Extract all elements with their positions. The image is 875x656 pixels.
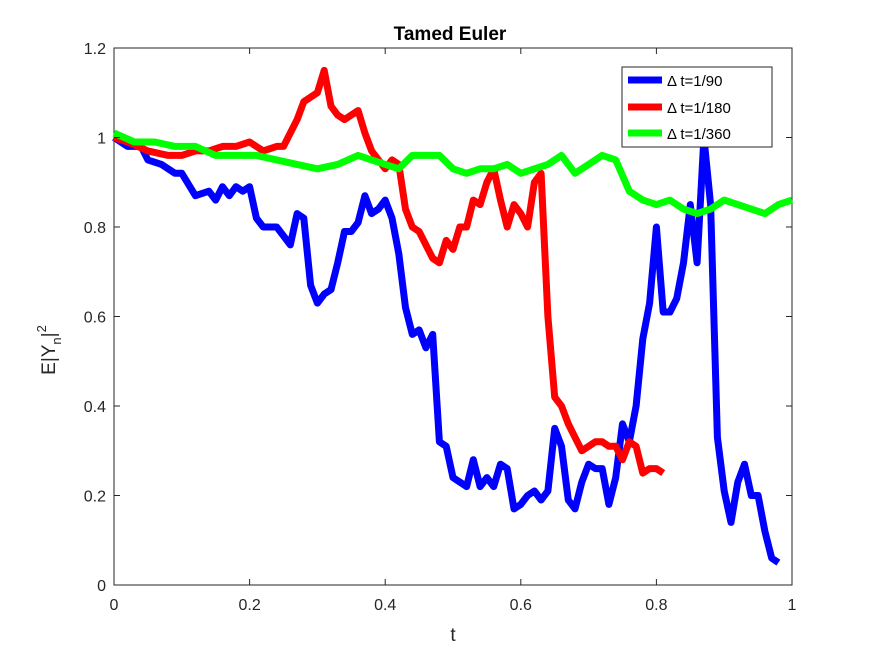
x-tick-label: 0.6 (510, 597, 532, 614)
x-tick-label: 0.4 (374, 597, 396, 614)
y-axis-ticks: 0 0.2 0.4 0.6 0.8 1 1.2 (84, 41, 792, 595)
series-line-1 (112, 134, 781, 566)
y-tick-label: 0.6 (84, 310, 106, 327)
y-axis-label-sup: 2 (34, 325, 49, 332)
y-tick-label: 0 (97, 578, 106, 595)
x-axis-ticks: 0 0.2 0.4 0.6 0.8 1 (110, 48, 797, 614)
legend-label-dt360: Δ t=1/360 (667, 126, 731, 143)
y-axis-label-main: E|Y (39, 344, 60, 375)
y-axis-label: E|Yn|2 (34, 325, 64, 375)
x-tick-label: 1 (788, 597, 797, 614)
y-tick-label: 0.2 (84, 489, 106, 506)
y-tick-label: 1.2 (84, 41, 106, 58)
y-axis-label-sub: n (49, 337, 64, 344)
series-line-3 (112, 129, 794, 218)
chart-title: Tamed Euler (394, 24, 507, 45)
series-line-2 (112, 66, 666, 477)
legend: Δ t=1/90 Δ t=1/180 Δ t=1/360 (621, 66, 773, 148)
y-tick-label: 0.4 (84, 399, 106, 416)
x-tick-label: 0.2 (238, 597, 260, 614)
x-tick-label: 0 (110, 597, 119, 614)
svg-text:E|Yn|2: E|Yn|2 (34, 325, 64, 375)
y-tick-label: 1 (97, 131, 106, 148)
x-axis-label: t (450, 625, 456, 646)
legend-label-dt180: Δ t=1/180 (667, 100, 731, 117)
y-tick-label: 0.8 (84, 220, 106, 237)
legend-label-dt90: Δ t=1/90 (667, 73, 722, 90)
y-axis-label-end: | (39, 332, 60, 337)
x-tick-label: 0.8 (645, 597, 667, 614)
